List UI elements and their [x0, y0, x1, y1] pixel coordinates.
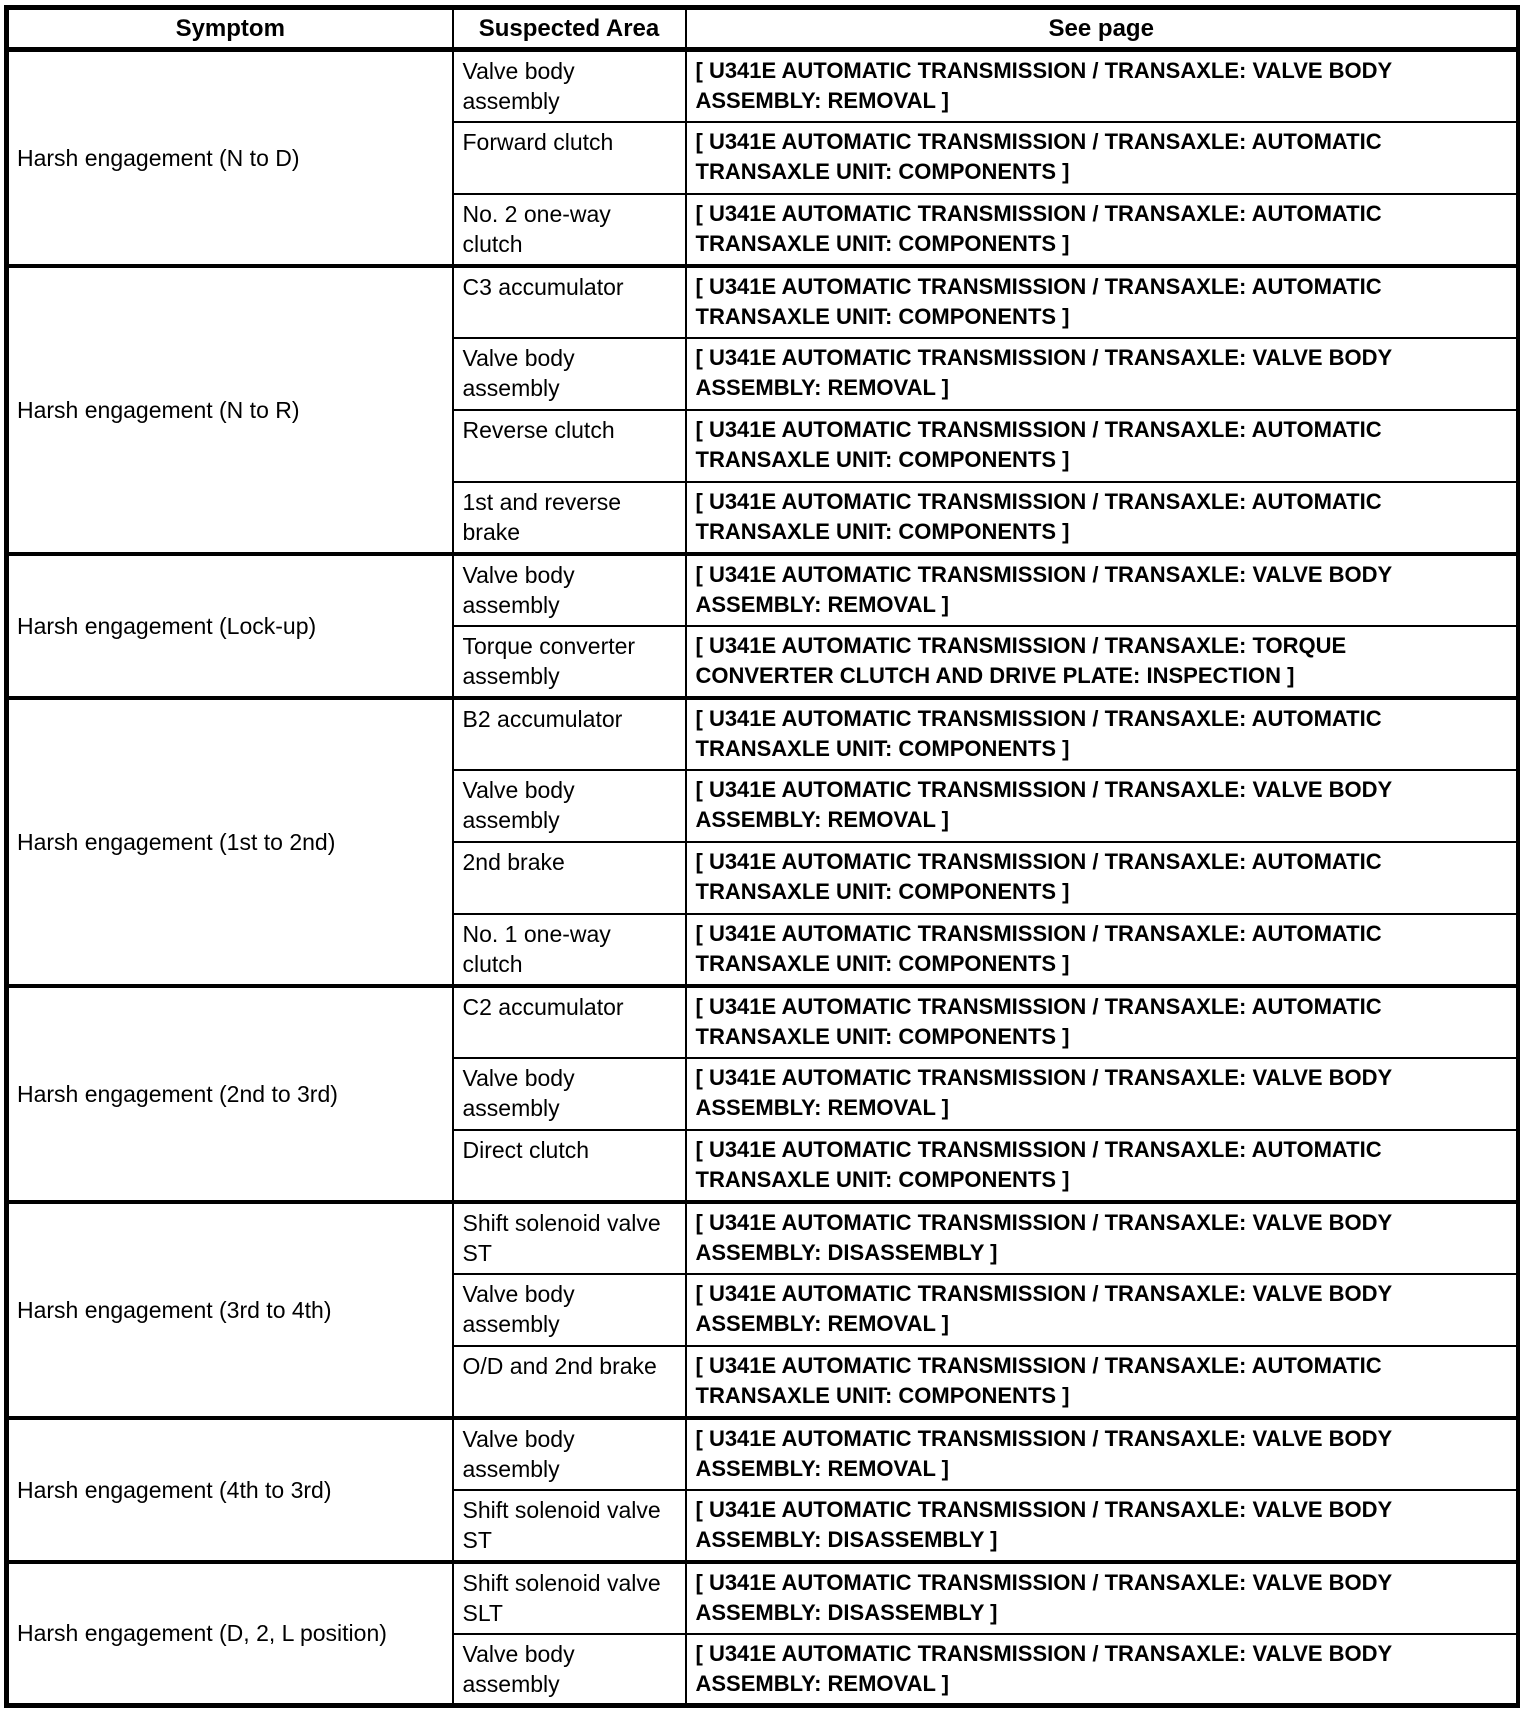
table-row: Harsh engagement (1st to 2nd) B2 accumula…	[5, 695, 1520, 987]
table-row: Harsh engagement (N to R) C3 accumulator[…	[5, 263, 1520, 555]
suspected-area-cell: C2 accumulator	[451, 983, 687, 1059]
see-page-reference-link[interactable]: [ U341E AUTOMATIC TRANSMISSION / TRANSAX…	[684, 1272, 1520, 1347]
table-row: Valve body assembly[ U341E AUTOMATIC TRA…	[7, 1272, 1520, 1347]
table-row: Forward clutch[ U341E AUTOMATIC TRANSMIS…	[7, 120, 1520, 195]
symptom-cell: Harsh engagement (2nd to 3rd)	[5, 983, 454, 1203]
symptom-cell: Harsh engagement (1st to 2nd)	[5, 695, 454, 987]
see-page-reference-link[interactable]: [ U341E AUTOMATIC TRANSMISSION / TRANSAX…	[684, 120, 1520, 195]
see-page-reference-link[interactable]: [ U341E AUTOMATIC TRANSMISSION / TRANSAX…	[684, 408, 1520, 483]
see-page-reference-link[interactable]: [ U341E AUTOMATIC TRANSMISSION / TRANSAX…	[684, 1559, 1520, 1635]
see-page-reference-link[interactable]: [ U341E AUTOMATIC TRANSMISSION / TRANSAX…	[684, 336, 1520, 411]
table-row: No. 1 one-way clutch[ U341E AUTOMATIC TR…	[7, 912, 1520, 987]
suspected-area-cell: C3 accumulator	[451, 263, 687, 339]
suspected-area-cell: Valve body assembly	[451, 1415, 687, 1491]
suspected-area-cell: Torque converter assembly	[451, 624, 687, 699]
table-row: Valve body assembly[ U341E AUTOMATIC TRA…	[7, 1056, 1520, 1131]
see-page-reference-link[interactable]: [ U341E AUTOMATIC TRANSMISSION / TRANSAX…	[684, 983, 1520, 1059]
table-row: Harsh engagement (4th to 3rd) Valve body …	[5, 1415, 1520, 1563]
table-row: Harsh engagement (N to D) Valve body asse…	[5, 47, 1520, 267]
column-header-see-page: See page	[684, 6, 1520, 52]
suspected-area-cell: Valve body assembly	[451, 551, 687, 627]
table-row: Valve body assembly[ U341E AUTOMATIC TRA…	[7, 1632, 1520, 1707]
see-page-reference-link[interactable]: [ U341E AUTOMATIC TRANSMISSION / TRANSAX…	[684, 551, 1520, 627]
table-row: Harsh engagement (3rd to 4th) Shift solen…	[5, 1199, 1520, 1419]
suspected-area-cell: Valve body assembly	[451, 768, 687, 843]
symptom-cell: Harsh engagement (D, 2, L position)	[5, 1559, 454, 1707]
suspected-area-cell: Shift solenoid valve SLT	[451, 1559, 687, 1635]
suspected-area-cell: Direct clutch	[451, 1128, 687, 1203]
table-row: Torque converter assembly[ U341E AUTOMAT…	[7, 624, 1520, 699]
see-page-reference-link[interactable]: [ U341E AUTOMATIC TRANSMISSION / TRANSAX…	[684, 1632, 1520, 1707]
column-header-suspected-area: Suspected Area	[451, 6, 687, 52]
table-row: Valve body assembly[ U341E AUTOMATIC TRA…	[7, 768, 1520, 843]
see-page-reference-link[interactable]: [ U341E AUTOMATIC TRANSMISSION / TRANSAX…	[684, 1344, 1520, 1419]
see-page-reference-link[interactable]: [ U341E AUTOMATIC TRANSMISSION / TRANSAX…	[684, 695, 1520, 771]
symptom-cell: Harsh engagement (Lock-up)	[5, 551, 454, 699]
suspected-area-cell: Reverse clutch	[451, 408, 687, 483]
suspected-area-cell: Valve body assembly	[451, 1056, 687, 1131]
suspected-area-cell: Shift solenoid valve ST	[451, 1488, 687, 1563]
suspected-area-cell: O/D and 2nd brake	[451, 1344, 687, 1419]
table-row: No. 2 one-way clutch[ U341E AUTOMATIC TR…	[7, 192, 1520, 267]
suspected-area-cell: No. 2 one-way clutch	[451, 192, 687, 267]
see-page-reference-link[interactable]: [ U341E AUTOMATIC TRANSMISSION / TRANSAX…	[684, 1488, 1520, 1563]
symptom-troubleshooting-table: Symptom Suspected Area See page Harsh en…	[4, 5, 1520, 1708]
table-row: Harsh engagement (2nd to 3rd) C2 accumula…	[5, 983, 1520, 1203]
symptom-cell: Harsh engagement (4th to 3rd)	[5, 1415, 454, 1563]
see-page-reference-link[interactable]: [ U341E AUTOMATIC TRANSMISSION / TRANSAX…	[684, 1415, 1520, 1491]
see-page-reference-link[interactable]: [ U341E AUTOMATIC TRANSMISSION / TRANSAX…	[684, 1056, 1520, 1131]
suspected-area-cell: Valve body assembly	[451, 47, 687, 123]
suspected-area-cell: Valve body assembly	[451, 1632, 687, 1707]
see-page-reference-link[interactable]: [ U341E AUTOMATIC TRANSMISSION / TRANSAX…	[684, 263, 1520, 339]
see-page-reference-link[interactable]: [ U341E AUTOMATIC TRANSMISSION / TRANSAX…	[684, 912, 1520, 987]
table-row: 2nd brake[ U341E AUTOMATIC TRANSMISSION …	[7, 840, 1520, 915]
table-row: 1st and reverse brake[ U341E AUTOMATIC T…	[7, 480, 1520, 555]
symptom-cell: Harsh engagement (N to R)	[5, 263, 454, 555]
see-page-reference-link[interactable]: [ U341E AUTOMATIC TRANSMISSION / TRANSAX…	[684, 47, 1520, 123]
suspected-area-cell: 2nd brake	[451, 840, 687, 915]
see-page-reference-link[interactable]: [ U341E AUTOMATIC TRANSMISSION / TRANSAX…	[684, 840, 1520, 915]
see-page-reference-link[interactable]: [ U341E AUTOMATIC TRANSMISSION / TRANSAX…	[684, 480, 1520, 555]
suspected-area-cell: 1st and reverse brake	[451, 480, 687, 555]
table-row: Direct clutch[ U341E AUTOMATIC TRANSMISS…	[7, 1128, 1520, 1203]
table-row: Reverse clutch[ U341E AUTOMATIC TRANSMIS…	[7, 408, 1520, 483]
suspected-area-cell: Shift solenoid valve ST	[451, 1199, 687, 1275]
suspected-area-cell: Forward clutch	[451, 120, 687, 195]
see-page-reference-link[interactable]: [ U341E AUTOMATIC TRANSMISSION / TRANSAX…	[684, 1199, 1520, 1275]
table-row: O/D and 2nd brake[ U341E AUTOMATIC TRANS…	[7, 1344, 1520, 1419]
see-page-reference-link[interactable]: [ U341E AUTOMATIC TRANSMISSION / TRANSAX…	[684, 1128, 1520, 1203]
table-body: Harsh engagement (N to D) Valve body asse…	[5, 47, 1520, 1707]
see-page-reference-link[interactable]: [ U341E AUTOMATIC TRANSMISSION / TRANSAX…	[684, 768, 1520, 843]
table-row: Valve body assembly[ U341E AUTOMATIC TRA…	[7, 336, 1520, 411]
see-page-reference-link[interactable]: [ U341E AUTOMATIC TRANSMISSION / TRANSAX…	[684, 192, 1520, 267]
table-row: Shift solenoid valve ST[ U341E AUTOMATIC…	[7, 1488, 1520, 1563]
symptom-cell: Harsh engagement (3rd to 4th)	[5, 1199, 454, 1419]
table-header-row: Symptom Suspected Area See page	[5, 6, 1520, 52]
table-row: Harsh engagement (Lock-up) Valve body ass…	[5, 551, 1520, 699]
column-header-symptom: Symptom	[5, 6, 454, 52]
suspected-area-cell: B2 accumulator	[451, 695, 687, 771]
see-page-reference-link[interactable]: [ U341E AUTOMATIC TRANSMISSION / TRANSAX…	[684, 624, 1520, 699]
symptom-cell: Harsh engagement (N to D)	[5, 47, 454, 267]
suspected-area-cell: Valve body assembly	[451, 336, 687, 411]
table-row: Harsh engagement (D, 2, L position) Shift…	[5, 1559, 1520, 1707]
suspected-area-cell: Valve body assembly	[451, 1272, 687, 1347]
suspected-area-cell: No. 1 one-way clutch	[451, 912, 687, 987]
